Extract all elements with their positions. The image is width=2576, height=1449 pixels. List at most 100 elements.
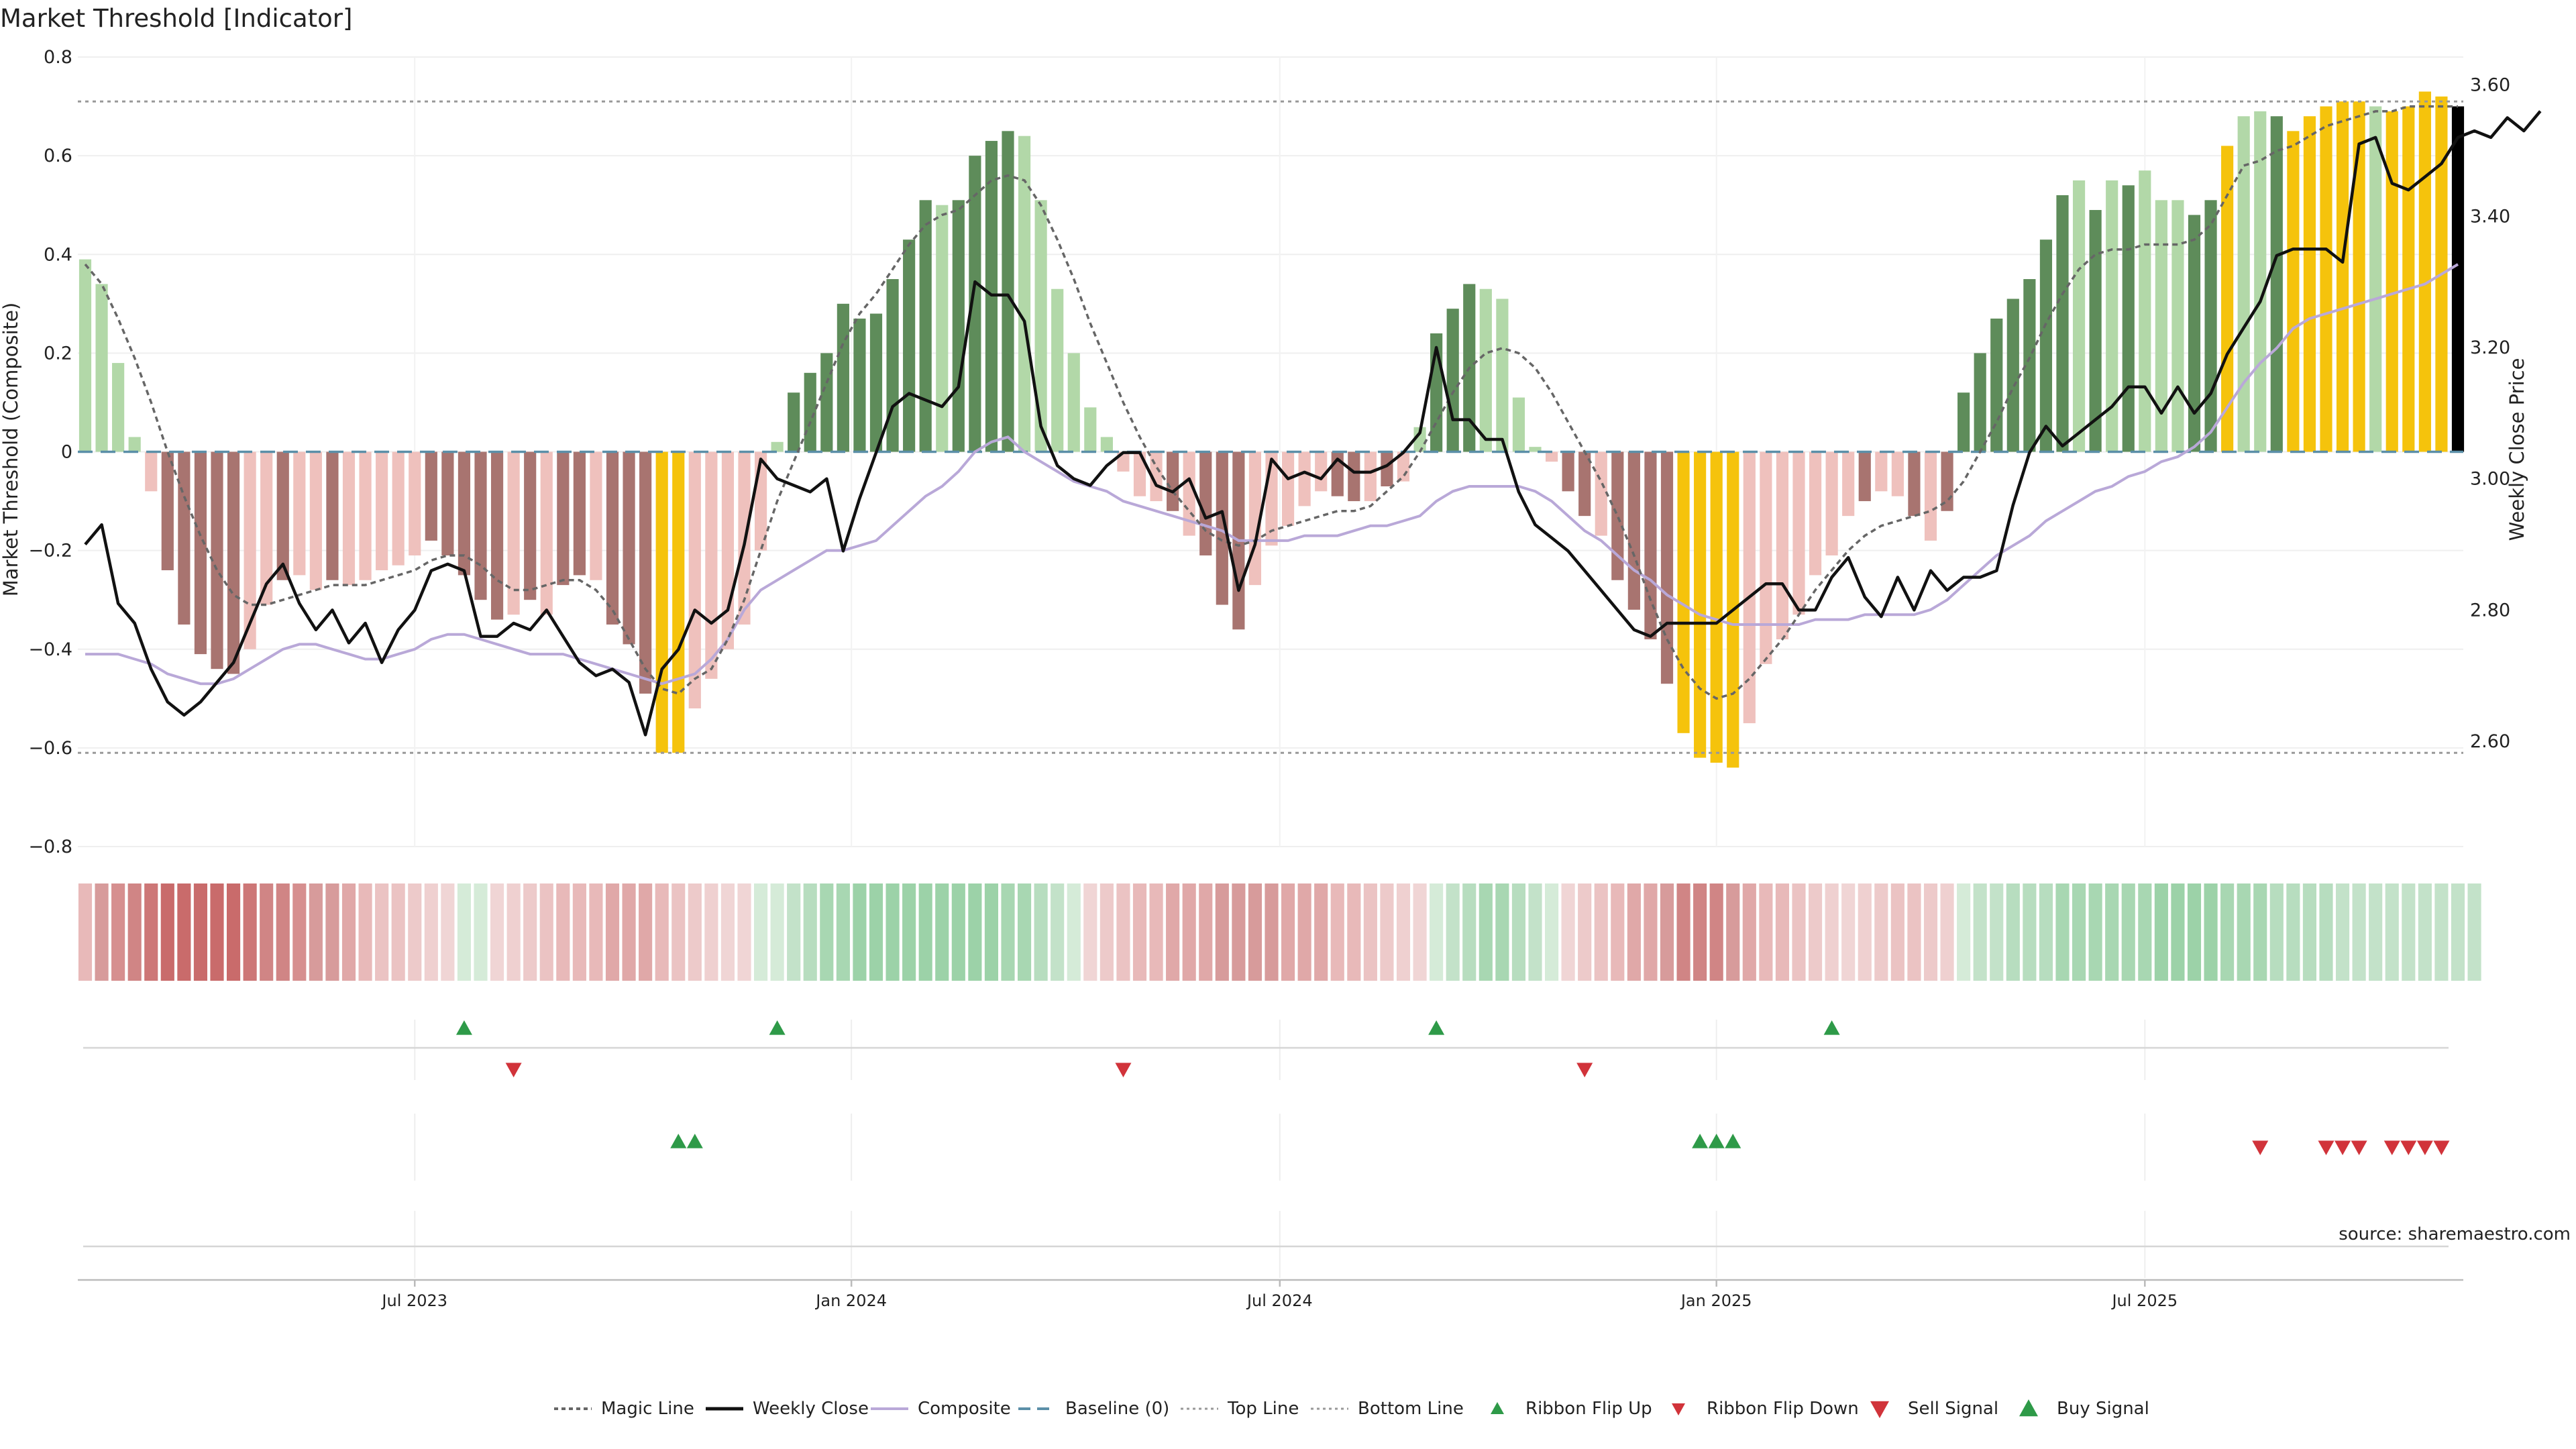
x-tick-label: Jan 2025 — [1680, 1291, 1752, 1310]
ribbon-flip-down-marker — [1115, 1063, 1132, 1077]
composite-bar — [1924, 451, 1937, 541]
ribbon-cell — [820, 883, 834, 981]
composite-bar — [2106, 180, 2118, 452]
composite-bar — [952, 200, 965, 452]
ribbon-cell — [391, 883, 405, 981]
composite-bar — [903, 239, 916, 452]
y-left-tick-label: 0.8 — [44, 47, 72, 68]
composite-bar — [771, 441, 784, 452]
ribbon-cell — [1726, 883, 1740, 981]
ribbon-cell — [737, 883, 751, 981]
x-tick-label: Jul 2023 — [380, 1291, 447, 1310]
composite-bar — [1100, 437, 1113, 452]
y-left-tick-label: −0.8 — [28, 837, 72, 857]
legend-sell-signal-label: Sell Signal — [1908, 1399, 1998, 1419]
composite-bar — [721, 451, 735, 649]
composite-bar — [1974, 353, 1986, 452]
buy-signal-marker — [686, 1134, 703, 1148]
ribbon-cell — [1297, 883, 1311, 981]
composite-bar — [1216, 451, 1228, 605]
ribbon-cell — [2204, 883, 2218, 981]
ribbon-cell — [1232, 883, 1246, 981]
composite-bar — [112, 363, 125, 452]
composite-bar — [2385, 111, 2398, 452]
composite-bar — [2056, 195, 2069, 452]
ribbon-cell — [1430, 883, 1444, 981]
composite-bar — [2402, 106, 2415, 452]
ribbon-cell — [243, 883, 257, 981]
ribbon-cell — [95, 883, 109, 981]
ribbon-cell — [622, 883, 636, 981]
ribbon-cell — [869, 883, 883, 981]
ribbon-cell — [2154, 883, 2168, 981]
composite-bar — [507, 451, 520, 615]
composite-bar — [1446, 309, 1459, 452]
legend-composite-label: Composite — [918, 1399, 1011, 1419]
legend-buy-signal-swatch — [2019, 1399, 2038, 1417]
ribbon-cell — [506, 883, 521, 981]
ribbon-cell — [1034, 883, 1048, 981]
ribbon-cell — [902, 883, 916, 981]
ribbon-cell — [1644, 883, 1658, 981]
composite-bar — [705, 451, 718, 679]
ribbon-flip-down-marker — [505, 1063, 522, 1077]
ribbon-cell — [457, 883, 472, 981]
ribbon-cell — [1990, 883, 2004, 981]
ribbon-cell — [1380, 883, 1394, 981]
composite-bar — [1562, 451, 1574, 492]
composite-bar — [2072, 180, 2086, 452]
composite-bar — [2270, 116, 2283, 452]
ribbon-cell — [2171, 883, 2185, 981]
ribbon-cell — [260, 883, 274, 981]
y-left-tick-label: 0.6 — [44, 146, 72, 166]
composite-bar — [1167, 451, 1179, 511]
y-axis-left-label: Market Threshold (Composite) — [0, 303, 22, 596]
ribbon-cell — [704, 883, 718, 981]
ribbon-cell — [572, 883, 586, 981]
composite-bar — [2221, 146, 2234, 452]
ribbon-layer — [78, 883, 2481, 981]
ribbon-cell — [770, 883, 784, 981]
y-right-tick-label: 3.20 — [2470, 337, 2510, 358]
ribbon-cell — [111, 883, 125, 981]
composite-bar — [2336, 101, 2349, 452]
composite-bar — [1891, 451, 1904, 496]
composite-bar — [425, 451, 437, 541]
ribbon-cell — [1347, 883, 1361, 981]
ribbon-cell — [1792, 883, 1806, 981]
ribbon-cell — [1561, 883, 1575, 981]
y-right-tick-label: 2.80 — [2470, 600, 2510, 621]
ribbon-flip-down-marker — [1576, 1063, 1593, 1077]
composite-bar — [128, 437, 141, 452]
legend-magic-line-label: Magic Line — [601, 1399, 694, 1419]
ribbon-cell — [2253, 883, 2267, 981]
chart-title: Market Threshold [Indicator] — [0, 4, 352, 33]
composite-bar — [1760, 451, 1772, 664]
ribbon-cell — [1396, 883, 1411, 981]
ribbon-cell — [803, 883, 817, 981]
composite-bar — [1578, 451, 1591, 517]
ribbon-cell — [1923, 883, 1938, 981]
legend-buy-signal-label: Buy Signal — [2057, 1399, 2149, 1419]
ribbon-cell — [1132, 883, 1147, 981]
ribbon-cell — [1479, 883, 1493, 981]
ribbon-cell — [2369, 883, 2383, 981]
composite-bar — [853, 318, 866, 452]
y-left-tick-label: 0 — [61, 442, 72, 463]
composite-bar — [474, 451, 487, 600]
ribbon-cell — [605, 883, 620, 981]
lines-layer — [78, 100, 2542, 754]
composite-bar — [441, 451, 454, 555]
composite-bar — [1199, 451, 1212, 555]
ribbon-cell — [1083, 883, 1097, 981]
ribbon-cell — [1314, 883, 1328, 981]
ribbon-cell — [226, 883, 241, 981]
ribbon-cell — [1017, 883, 1032, 981]
ribbon-cell — [2434, 883, 2449, 981]
composite-bar — [1611, 451, 1624, 580]
composite-bar — [2237, 116, 2250, 452]
composite-bar — [1133, 451, 1146, 496]
ribbon-cell — [2352, 883, 2366, 981]
y-axis-right-label: Weekly Close Price — [2506, 358, 2528, 541]
legend-weekly-close-label: Weekly Close — [753, 1399, 869, 1419]
